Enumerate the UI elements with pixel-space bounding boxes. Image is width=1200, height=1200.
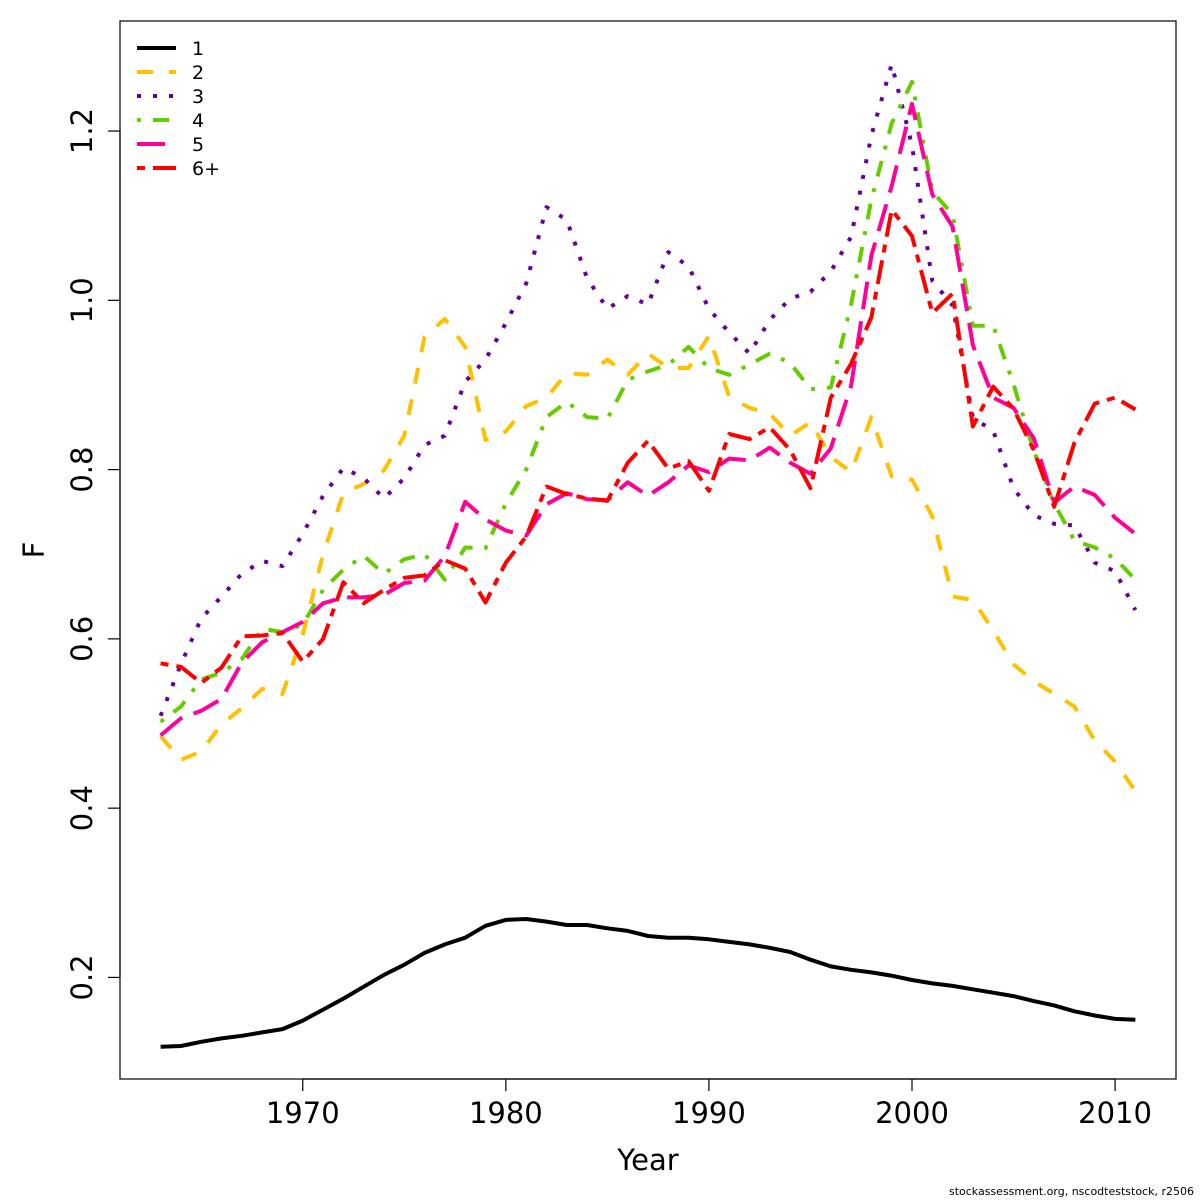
plot-frame [119, 20, 1177, 1080]
y-tick-label: 1.2 [65, 108, 99, 154]
legend-label: 3 [192, 86, 204, 108]
series-line-1 [160, 917, 1136, 1049]
legend-label: 6+ [192, 158, 220, 180]
x-tick-label: 2000 [875, 1096, 949, 1130]
y-tick-label: 0.6 [65, 616, 99, 662]
y-tick-label: 0.4 [65, 785, 99, 831]
y-axis-title: F [17, 542, 51, 559]
series-layer [158, 62, 1138, 1049]
legend-label: 2 [192, 62, 204, 84]
series-line-2 [159, 316, 1138, 793]
legend-label: 4 [192, 110, 204, 132]
x-tick-label: 1980 [469, 1096, 543, 1130]
legend-label: 1 [192, 38, 204, 60]
footer-credit: stockassessment.org, nscodteststock, r25… [949, 1185, 1194, 1198]
y-tick-label: 1.0 [65, 277, 99, 323]
y-tick-label: 0.2 [65, 954, 99, 1000]
series-line-6plus [160, 207, 1137, 685]
series-line-4 [159, 79, 1137, 724]
axes: 1970 1980 1990 2000 2010 0.2 0.4 0.6 0.8 1.0 1.2 [65, 108, 1152, 1130]
x-axis-title: Year [616, 1143, 678, 1177]
series-line-5 [159, 101, 1137, 737]
series-line-3 [158, 62, 1138, 717]
x-tick-label: 1990 [672, 1096, 746, 1130]
x-tick-label: 2010 [1078, 1096, 1152, 1130]
legend-label: 5 [192, 134, 204, 156]
y-tick-label: 0.8 [65, 447, 99, 493]
x-tick-label: 1970 [266, 1096, 340, 1130]
